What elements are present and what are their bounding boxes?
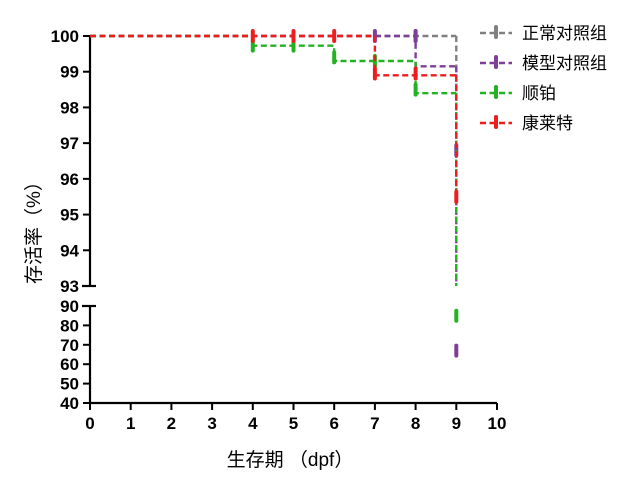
y-tick-label: 70 — [60, 336, 79, 355]
y-tick-label: 95 — [60, 206, 79, 225]
y-tick-label: 100 — [51, 27, 79, 46]
x-tick-label: 0 — [85, 414, 94, 433]
legend-item: 正常对照组 — [480, 24, 607, 43]
legend-label: 康莱特 — [522, 114, 573, 133]
legend-item: 模型对照组 — [480, 54, 607, 73]
x-tick-label: 2 — [167, 414, 176, 433]
legend-item: 康莱特 — [480, 114, 573, 133]
y-tick-label: 96 — [60, 170, 79, 189]
series-1 — [90, 29, 458, 286]
x-tick-label: 4 — [248, 414, 258, 433]
x-tick-label: 1 — [126, 414, 135, 433]
legend-label: 顺铂 — [522, 84, 556, 103]
series-line — [90, 34, 457, 77]
x-tick-label: 9 — [452, 414, 461, 433]
y-tick-label: 90 — [60, 297, 79, 316]
y-tick-label: 98 — [60, 98, 79, 117]
legend-label: 模型对照组 — [522, 54, 607, 73]
series-line — [90, 34, 457, 95]
legend-label: 正常对照组 — [522, 24, 607, 43]
x-tick-label: 7 — [370, 414, 379, 433]
y-tick-label: 94 — [60, 241, 79, 260]
series-2 — [90, 29, 459, 358]
y-tick-label: 60 — [60, 355, 79, 374]
x-tick-label: 8 — [411, 414, 420, 433]
y-tick-label: 99 — [60, 63, 79, 82]
y-tick-label: 50 — [60, 375, 79, 394]
y-tick-label: 93 — [60, 277, 79, 296]
x-axis-title: 生存期 （dpf） — [227, 449, 354, 471]
series-4 — [90, 29, 459, 204]
series-group — [90, 29, 459, 358]
y-tick-label: 97 — [60, 134, 79, 153]
x-tick-label: 6 — [329, 414, 338, 433]
x-tick-label: 5 — [289, 414, 298, 433]
y-tick-label: 40 — [60, 394, 79, 413]
legend-item: 顺铂 — [480, 84, 556, 103]
series-3 — [90, 34, 459, 323]
x-tick-label: 3 — [207, 414, 216, 433]
y-tick-label: 80 — [60, 316, 79, 335]
y-axis-title: 存活率（%） — [23, 172, 45, 284]
x-tick-label: 10 — [488, 414, 507, 433]
